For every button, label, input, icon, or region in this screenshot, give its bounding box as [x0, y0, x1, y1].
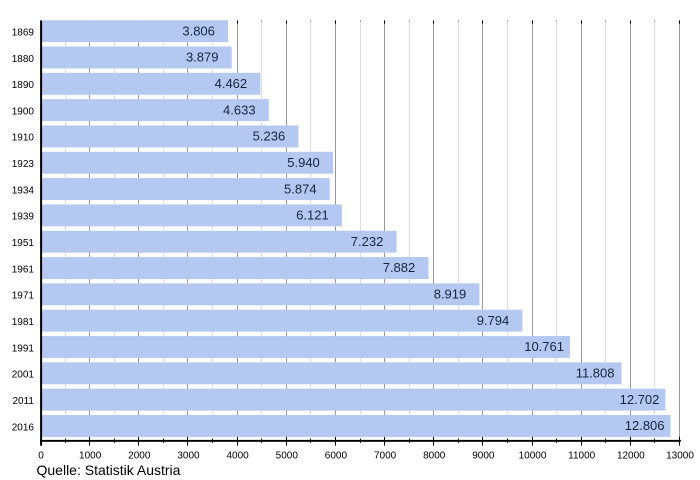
svg-text:3.806: 3.806	[182, 23, 215, 38]
svg-text:4.462: 4.462	[215, 76, 248, 91]
svg-text:1910: 1910	[12, 133, 35, 144]
svg-text:1971: 1971	[12, 291, 35, 302]
svg-text:Quelle: Statistik Austria: Quelle: Statistik Austria	[37, 462, 181, 478]
svg-text:2000: 2000	[128, 451, 151, 462]
svg-text:12000: 12000	[617, 451, 645, 462]
svg-text:1991: 1991	[12, 343, 35, 354]
svg-text:12.702: 12.702	[620, 392, 660, 407]
svg-text:12.806: 12.806	[625, 418, 665, 433]
svg-text:1951: 1951	[12, 238, 35, 249]
svg-text:1981: 1981	[12, 317, 35, 328]
svg-text:11000: 11000	[568, 451, 596, 462]
svg-text:0: 0	[38, 451, 44, 462]
svg-text:1880: 1880	[12, 54, 35, 65]
svg-text:1869: 1869	[12, 27, 35, 38]
svg-text:5.874: 5.874	[284, 181, 317, 196]
svg-text:13000: 13000	[666, 451, 694, 462]
svg-text:2011: 2011	[12, 396, 34, 407]
svg-text:5.940: 5.940	[287, 155, 320, 170]
svg-text:1939: 1939	[12, 212, 35, 223]
svg-text:10.761: 10.761	[524, 339, 564, 354]
svg-text:8.919: 8.919	[434, 287, 467, 302]
svg-text:9000: 9000	[472, 451, 495, 462]
svg-text:1934: 1934	[12, 185, 35, 196]
svg-text:7.882: 7.882	[383, 260, 416, 275]
svg-text:5.236: 5.236	[253, 129, 286, 144]
svg-text:7000: 7000	[374, 451, 397, 462]
svg-text:5000: 5000	[276, 451, 299, 462]
svg-text:1961: 1961	[12, 264, 35, 275]
svg-text:8000: 8000	[423, 451, 446, 462]
svg-text:6000: 6000	[325, 451, 348, 462]
svg-text:4.633: 4.633	[223, 102, 256, 117]
svg-text:3000: 3000	[177, 451, 200, 462]
svg-text:10000: 10000	[519, 451, 547, 462]
svg-text:7.232: 7.232	[351, 234, 384, 249]
svg-text:1900: 1900	[12, 106, 35, 117]
svg-text:1000: 1000	[79, 451, 102, 462]
svg-text:6.121: 6.121	[296, 208, 329, 223]
svg-text:9.794: 9.794	[477, 313, 510, 328]
svg-text:3.879: 3.879	[186, 50, 219, 65]
svg-text:2016: 2016	[12, 422, 35, 433]
svg-text:1923: 1923	[12, 159, 35, 170]
svg-text:4000: 4000	[226, 451, 249, 462]
svg-text:2001: 2001	[12, 370, 35, 381]
svg-text:11.808: 11.808	[576, 366, 615, 381]
svg-text:1890: 1890	[12, 80, 35, 91]
